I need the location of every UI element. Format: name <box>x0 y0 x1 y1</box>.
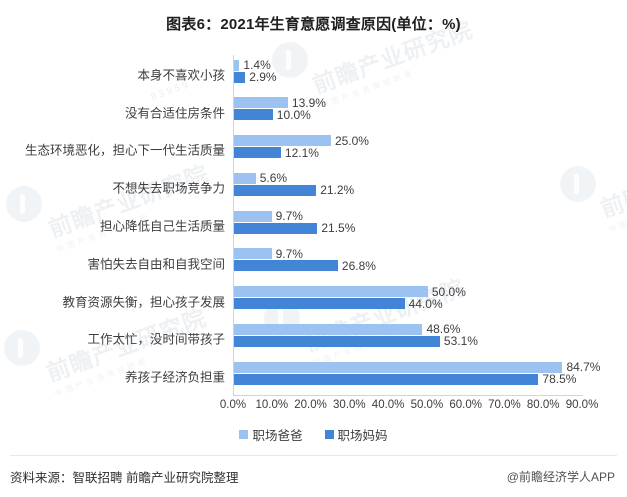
bar-value-label: 44.0% <box>408 296 443 311</box>
x-axis-tick: 0.0% <box>219 399 247 411</box>
bar-value-label: 9.7% <box>275 246 303 261</box>
x-axis-tick: 60.0% <box>449 399 482 411</box>
x-axis-tick: 90.0% <box>565 399 599 411</box>
bar-value-label: 21.2% <box>320 183 355 198</box>
bar-moms[interactable]: 26.8% <box>234 259 376 273</box>
chart-title: 图表6：2021年生育意愿调查原因(单位：%) <box>166 16 461 33</box>
bar-dads[interactable]: 9.7% <box>234 209 303 223</box>
bar-value-label: 48.6% <box>426 322 461 337</box>
bar-value-label: 12.1% <box>284 145 319 160</box>
bar-dads[interactable]: 1.4% <box>234 58 271 72</box>
x-axis-tick: 10.0% <box>255 399 289 411</box>
bar-value-label: 1.4% <box>243 58 271 72</box>
bar-dads[interactable]: 25.0% <box>234 134 369 148</box>
bar-value-label: 10.0% <box>276 107 311 122</box>
plot-area: 本身不喜欢小孩 1.4% 2.9% 没有合适住房条件 13.9% 10.0% 生态环境恶化，… <box>25 55 600 395</box>
bar-group: 没有合适住房条件 13.9% 10.0% <box>125 93 582 131</box>
legend-label: 职场爸爸 <box>252 429 303 443</box>
bar-dads[interactable]: 5.6% <box>234 171 287 185</box>
bar-group: 工作太忙，没时间带孩子 48.6% 53.1% <box>87 319 582 357</box>
footer-divider <box>10 455 617 456</box>
x-axis-tick: 20.0% <box>294 399 327 411</box>
bar-moms[interactable]: 53.1% <box>234 334 478 348</box>
x-axis-tick: 50.0% <box>410 399 444 411</box>
bar-group: 生态环境恶化，担心下一代生活质量 25.0% 12.1% <box>25 131 582 169</box>
legend-label: 职场妈妈 <box>337 429 388 443</box>
bar-moms[interactable]: 12.1% <box>234 146 319 160</box>
category-label: 没有合适住房条件 <box>124 106 225 121</box>
bar-dads[interactable]: 13.9% <box>234 96 326 110</box>
bar-moms[interactable]: 44.0% <box>234 297 443 311</box>
legend-swatch-icon <box>324 430 334 439</box>
bar-moms[interactable]: 78.5% <box>234 372 576 386</box>
bar-dads[interactable]: 48.6% <box>234 322 460 336</box>
y-axis-line <box>233 55 234 396</box>
bar-value-label: 2.9% <box>249 70 277 84</box>
bar-dads[interactable]: 50.0% <box>234 285 466 299</box>
bar-group: 养孩子经济负担重 84.7% 78.5% <box>125 357 600 395</box>
x-axis-tick: 80.0% <box>526 399 560 411</box>
bar-value-label: 26.8% <box>341 258 376 273</box>
x-axis-tick: 70.0% <box>488 399 521 411</box>
category-label: 工作太忙，没时间带孩子 <box>87 332 225 347</box>
bar-value-label: 84.7% <box>566 360 601 375</box>
x-axis-tick: 40.0% <box>371 399 405 411</box>
bar-moms[interactable]: 2.9% <box>234 70 277 84</box>
bar-group: 本身不喜欢小孩 1.4% 2.9% <box>137 55 582 93</box>
bar-value-label: 50.0% <box>431 284 466 299</box>
bar-group: 担心降低自己生活质量 9.7% 21.5% <box>100 206 582 244</box>
bar-group: 害怕失去自由和自我空间 9.7% 26.8% <box>87 244 582 282</box>
bar-moms[interactable]: 10.0% <box>234 108 311 122</box>
category-label: 不想失去职场竞争力 <box>112 181 225 196</box>
bar-value-label: 53.1% <box>443 334 478 349</box>
x-axis-line <box>233 395 583 396</box>
bar-dads[interactable]: 9.7% <box>234 247 303 261</box>
source-text: 资料来源：智联招聘 前瞻产业研究院整理 <box>10 471 239 485</box>
legend-item-moms[interactable]: 职场妈妈 <box>324 425 388 444</box>
bar-group: 教育资源失衡，担心孩子发展 50.0% 44.0% <box>62 282 582 320</box>
bar-value-label: 13.9% <box>291 95 326 110</box>
category-label: 生态环境恶化，担心下一代生活质量 <box>24 143 225 158</box>
category-label: 害怕失去自由和自我空间 <box>87 257 225 272</box>
bar-value-label: 25.0% <box>334 133 369 148</box>
chart-legend: 职场爸爸 职场妈妈 <box>0 425 627 444</box>
legend-item-dads[interactable]: 职场爸爸 <box>239 425 303 444</box>
bar-group: 不想失去职场竞争力 5.6% 21.2% <box>112 168 582 206</box>
category-label: 养孩子经济负担重 <box>124 370 225 385</box>
bar-dads[interactable]: 84.7% <box>234 360 600 374</box>
attribution-text: @前瞻经济学人APP <box>506 470 615 484</box>
bar-value-label: 9.7% <box>275 209 303 224</box>
x-axis-tick: 30.0% <box>333 399 366 411</box>
bar-value-label: 5.6% <box>259 171 288 186</box>
bar-moms[interactable]: 21.5% <box>234 221 355 235</box>
legend-swatch-icon <box>239 430 249 439</box>
category-label: 本身不喜欢小孩 <box>137 68 225 83</box>
category-label: 教育资源失衡，担心孩子发展 <box>62 295 225 310</box>
bar-moms[interactable]: 21.2% <box>234 183 354 197</box>
bar-value-label: 78.5% <box>542 372 577 387</box>
category-label: 担心降低自己生活质量 <box>99 219 225 234</box>
bar-value-label: 21.5% <box>321 221 356 236</box>
